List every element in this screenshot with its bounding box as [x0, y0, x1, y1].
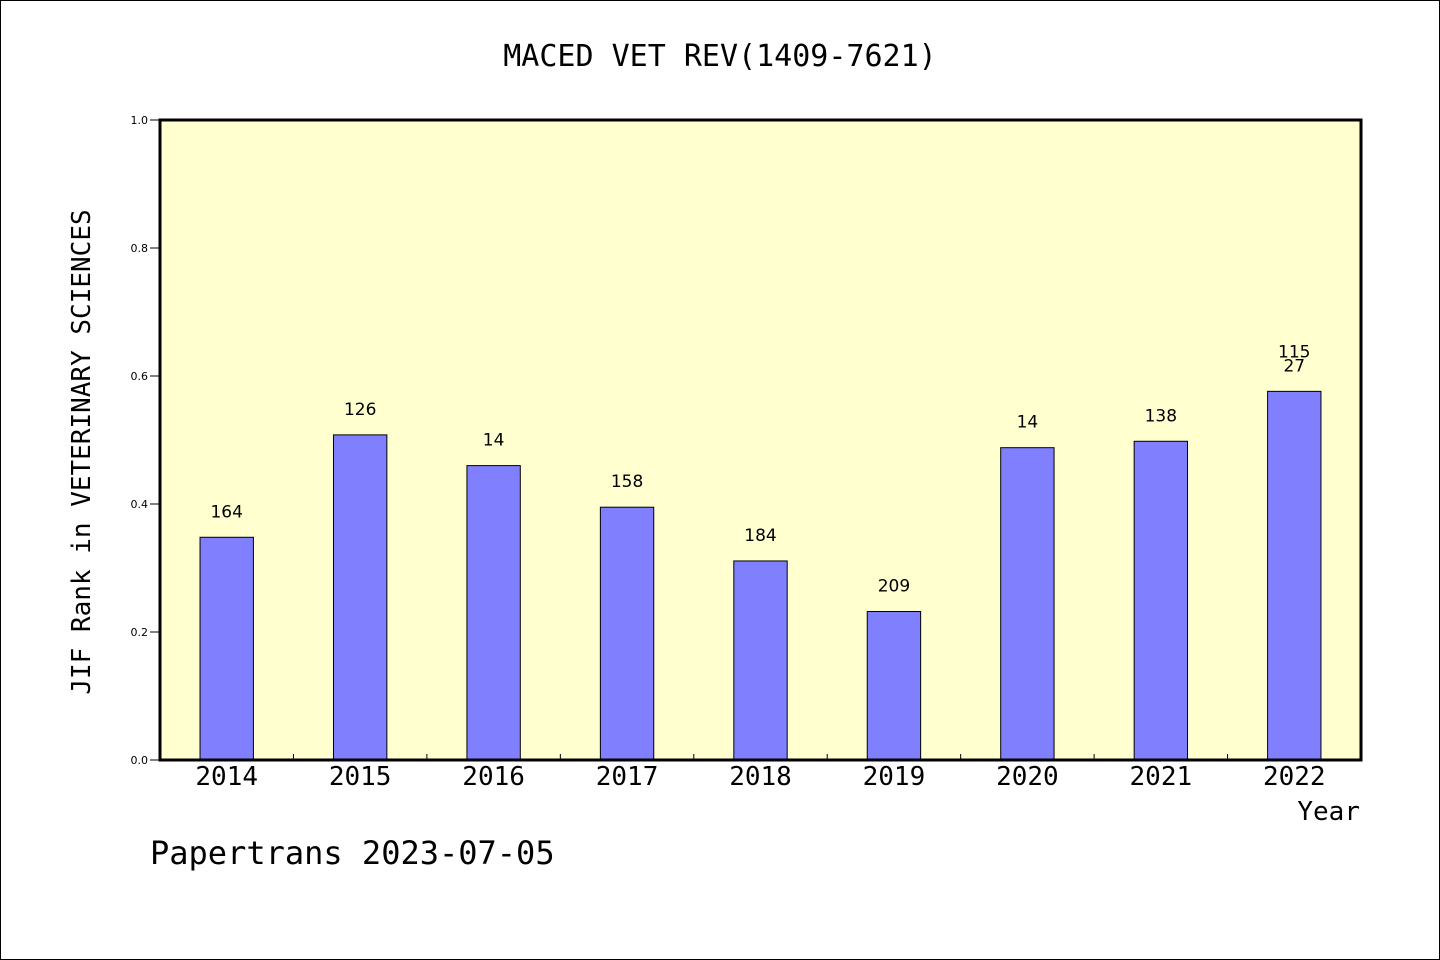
x-tick-label-2019: 2019	[863, 762, 926, 792]
x-tick-label-2015: 2015	[329, 762, 392, 792]
bar-2019	[866, 611, 922, 761]
bar-2021	[1133, 440, 1189, 761]
x-tick-label-2016: 2016	[462, 762, 525, 792]
y-axis-title: JIF Rank in VETERINARY SCIENCES	[67, 209, 97, 694]
x-tick-label-2021: 2021	[1130, 762, 1193, 792]
x-axis: 2014 2015 2016 2017 2018 2019 2020 2021 2022	[195, 754, 1326, 792]
bar-label-2021: 138	[1145, 406, 1177, 426]
bar-2018	[733, 560, 788, 761]
y-tick-label: 0.6	[131, 370, 149, 383]
bar-label-2017: 158	[611, 472, 643, 492]
footer-text: Papertrans 2023-07-05	[150, 834, 555, 872]
bars-group	[199, 390, 1322, 761]
x-tick-label-2022: 2022	[1263, 762, 1326, 792]
bar-2015	[332, 434, 388, 761]
y-axis: 0.0 0.2 0.4 0.6 0.8 1.0	[131, 114, 160, 767]
y-tick-label: 0.4	[131, 498, 149, 511]
bar-label-2014: 164	[210, 502, 242, 522]
x-tick-label-2017: 2017	[596, 762, 659, 792]
bar-label-2022-2: 27	[1283, 356, 1305, 376]
y-tick-label: 0.0	[131, 754, 149, 767]
y-tick-label: 0.8	[131, 242, 149, 255]
bar-label-2020: 14	[1017, 413, 1039, 433]
bar-2020	[1000, 447, 1055, 761]
plot-border	[158, 118, 1363, 762]
bar-2017	[599, 506, 655, 761]
chart-title: MACED VET REV(1409-7621)	[503, 39, 936, 74]
bar-label-2016: 14	[483, 431, 505, 451]
bar-label-2015: 126	[344, 400, 376, 420]
bar-2014	[199, 536, 254, 761]
bar-label-2018: 184	[744, 526, 776, 546]
y-tick-label: 0.2	[131, 626, 149, 639]
x-tick-label-2014: 2014	[195, 762, 258, 792]
x-tick-label-2018: 2018	[729, 762, 792, 792]
bar-2022	[1267, 390, 1322, 761]
bar-label-2019: 209	[878, 577, 910, 597]
bar-label-2022-1: 115	[1278, 342, 1310, 362]
x-tick-label-2020: 2020	[996, 762, 1059, 792]
y-tick-label: 1.0	[131, 114, 149, 127]
bar-2016	[466, 465, 521, 761]
x-axis-title: Year	[1297, 797, 1360, 827]
